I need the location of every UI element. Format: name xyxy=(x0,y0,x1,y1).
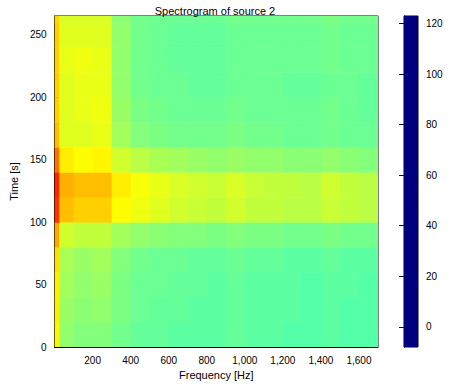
svg-text:20: 20 xyxy=(426,271,438,282)
svg-text:0: 0 xyxy=(41,342,47,353)
svg-text:600: 600 xyxy=(160,355,177,366)
svg-text:100: 100 xyxy=(30,217,47,228)
svg-text:150: 150 xyxy=(30,154,47,165)
svg-text:250: 250 xyxy=(30,29,47,40)
svg-text:0: 0 xyxy=(426,321,432,332)
svg-text:1,000: 1,000 xyxy=(232,355,257,366)
svg-text:Frequency [Hz]: Frequency [Hz] xyxy=(179,369,254,381)
svg-text:60: 60 xyxy=(426,170,438,181)
svg-text:200: 200 xyxy=(30,92,47,103)
svg-text:1,200: 1,200 xyxy=(270,355,295,366)
svg-text:80: 80 xyxy=(426,119,438,130)
svg-text:Time [s]: Time [s] xyxy=(8,162,20,201)
svg-text:100: 100 xyxy=(426,69,443,80)
svg-text:120: 120 xyxy=(426,18,443,29)
svg-text:40: 40 xyxy=(426,220,438,231)
svg-text:400: 400 xyxy=(122,355,139,366)
svg-text:50: 50 xyxy=(35,279,47,290)
svg-text:1,400: 1,400 xyxy=(308,355,333,366)
svg-text:Spectrogram of source 2: Spectrogram of source 2 xyxy=(155,5,275,17)
svg-text:1,600: 1,600 xyxy=(346,355,371,366)
svg-text:800: 800 xyxy=(198,355,215,366)
svg-text:200: 200 xyxy=(84,355,101,366)
